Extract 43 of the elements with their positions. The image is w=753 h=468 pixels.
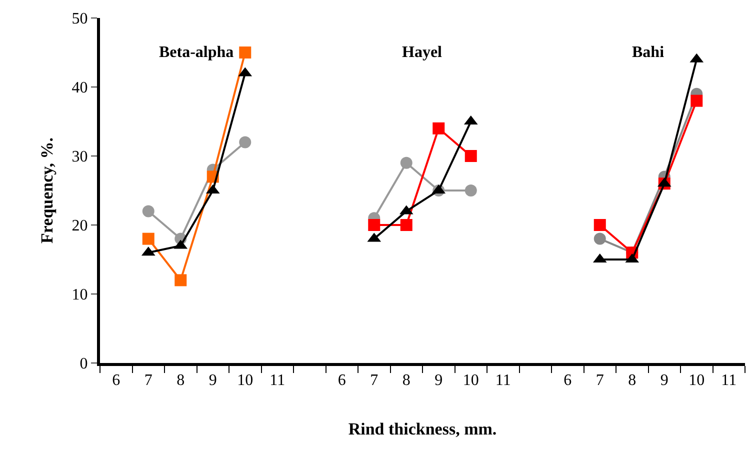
point: [239, 46, 252, 58]
y-tick-label: 40: [72, 80, 88, 97]
x-tick-label: 8: [176, 372, 185, 390]
point: [464, 150, 477, 162]
x-axis-title: Rind thickness, mm.: [348, 420, 497, 439]
y-tick-label: 30: [72, 148, 88, 166]
x-tick-label: 6: [338, 372, 346, 390]
point: [142, 205, 154, 218]
x-tick-label: 7: [596, 372, 604, 390]
x-tick-label: 7: [144, 372, 152, 390]
point: [594, 219, 606, 231]
x-tick-label: 6: [564, 372, 572, 390]
point: [690, 94, 703, 107]
x-tick-label: 11: [270, 372, 286, 390]
x-tick-label: 8: [402, 372, 410, 390]
x-tick-label: 9: [660, 372, 668, 390]
y-tick-label: 10: [72, 286, 88, 304]
point: [239, 136, 252, 148]
point: [368, 219, 380, 231]
point: [400, 219, 412, 231]
point: [464, 184, 477, 196]
x-tick-label: 9: [208, 372, 217, 390]
x-tick-label: 10: [688, 372, 705, 390]
y-tick-label: 50: [72, 10, 88, 28]
annotation: Hayel: [402, 44, 443, 61]
x-tick-label: 11: [495, 372, 511, 390]
x-tick-label: 9: [434, 372, 443, 390]
x-tick-label: 11: [721, 372, 737, 390]
y-tick-label: 0: [80, 356, 88, 373]
annotation: Beta-alpha: [159, 44, 234, 61]
point: [594, 232, 606, 245]
x-tick-label: 10: [462, 372, 479, 390]
annotation: Bahi: [632, 44, 665, 61]
x-tick-label: 6: [112, 372, 120, 390]
point: [174, 274, 187, 286]
x-tick-label: 8: [628, 372, 636, 390]
y-axis-title: Frequency, %.: [37, 138, 56, 244]
x-tick-label: 10: [237, 372, 254, 390]
point: [142, 232, 154, 245]
y-tick-label: 20: [72, 218, 88, 235]
point: [432, 122, 445, 134]
point: [400, 156, 412, 169]
x-tick-label: 7: [370, 372, 378, 390]
